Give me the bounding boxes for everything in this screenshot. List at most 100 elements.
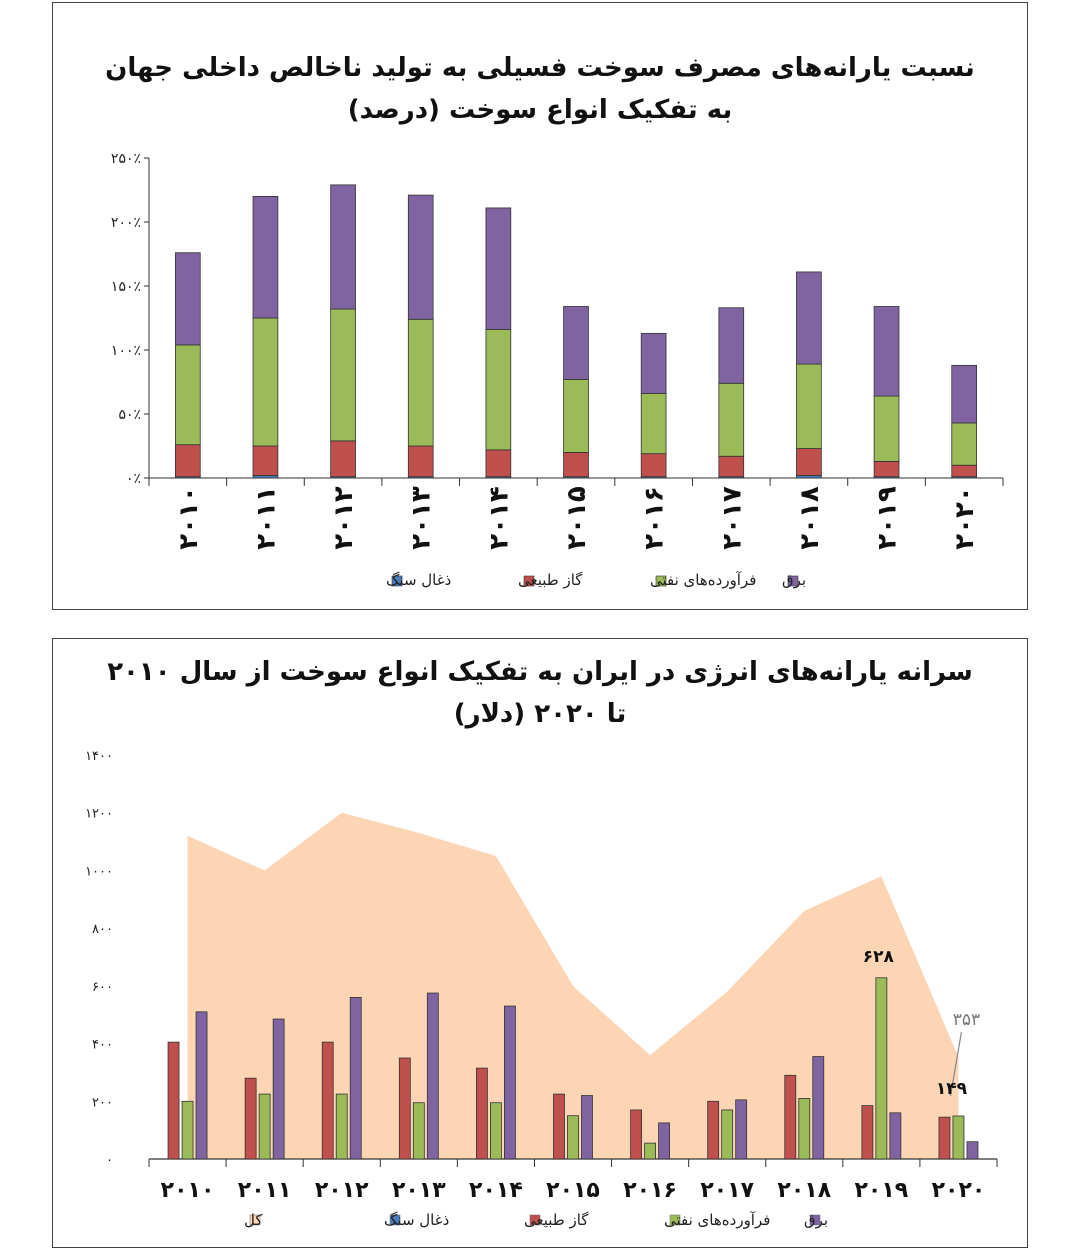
- legend-swatch: [389, 1214, 401, 1226]
- bar-segment: [796, 271, 822, 365]
- y-tick-label: ۱۵۰٪: [111, 279, 141, 295]
- bar: [721, 1109, 734, 1160]
- legend-swatch: [787, 575, 799, 587]
- bar-segment: [485, 207, 512, 330]
- bar-segment: [796, 448, 822, 476]
- bar: [784, 1074, 797, 1160]
- x-tick-label: ۲۰۲۰: [932, 1178, 986, 1203]
- x-tick-label: ۲۰۱۶: [640, 486, 670, 549]
- bar: [426, 992, 439, 1160]
- y-tick-label: ۵۰٪: [118, 407, 141, 423]
- chart-panel-2: سرانه یارانه‌های انرژی در ایران به تفکیک…: [52, 638, 1028, 1248]
- bar: [875, 977, 888, 1160]
- y-tick-label: ۱۲۰۰: [85, 807, 113, 822]
- x-tick-label: ۲۰۱۱: [238, 1178, 292, 1203]
- x-tick-label: ۲۰۱۲: [315, 1178, 369, 1203]
- bar-segment: [563, 451, 589, 478]
- data-label: ۳۵۳: [953, 1010, 980, 1030]
- y-tick-label: ۱۰۰٪: [111, 343, 141, 359]
- y-tick-label: ۲۰۰٪: [111, 215, 141, 231]
- bar-segment: [796, 363, 822, 449]
- bar-segment: [407, 445, 434, 478]
- bar: [398, 1057, 411, 1160]
- x-tick-label: ۲۰۱۸: [795, 486, 825, 550]
- x-tick-label: ۲۰۱۴: [469, 1178, 523, 1203]
- bar: [335, 1093, 348, 1160]
- x-tick-label: ۲۰۱۵: [546, 1178, 600, 1203]
- bar-segment: [640, 393, 667, 455]
- chart-panel-1: نسبت یارانه‌های مصرف سوخت فسیلی به تولید…: [52, 2, 1028, 610]
- leader-line: [949, 1032, 963, 1097]
- stacked-bar-chart: ۰٪ ۵۰٪ ۱۰۰٪ ۱۵۰٪ ۲۰۰٪ ۲۵۰٪ ۲۰۱۰ ۲۰۱۱ ۲۰۱۲ ۲۰۱۳ ۲۰۱…: [111, 151, 1004, 589]
- bar: [244, 1077, 257, 1160]
- legend-swatch: [249, 1214, 261, 1226]
- bar-segment: [330, 308, 356, 442]
- bar: [798, 1097, 811, 1160]
- bar: [567, 1115, 579, 1160]
- x-tick-label: ۲۰۲۰: [950, 486, 980, 549]
- data-label: ۶۲۸: [863, 947, 895, 967]
- bar: [167, 1041, 180, 1160]
- legend-swatch: [655, 575, 667, 587]
- x-tick-label: ۲۰۱۴: [484, 486, 514, 549]
- x-tick-label: ۲۰۱۵: [562, 486, 592, 550]
- bar: [952, 1115, 965, 1160]
- bar-segment: [951, 364, 978, 424]
- bar: [644, 1142, 656, 1160]
- y-tick-label: ۲۵۰٪: [111, 151, 141, 167]
- bar: [272, 1018, 285, 1160]
- bar: [581, 1095, 593, 1160]
- x-tick-label: ۲۰۱۱: [251, 486, 281, 549]
- legend-swatch: [523, 575, 535, 587]
- bar-segment: [252, 195, 279, 319]
- y-tick-label: ۸۰۰: [92, 922, 113, 937]
- grouped-bar-area-chart: ۰ ۲۰۰ ۴۰۰ ۶۰۰ ۸۰۰ ۱۰۰۰ ۱۲۰۰ ۱۴۰۰ ۲۰۱۰ ۲۰۱۱ ۲۰۱۲ ۲۰۱…: [85, 749, 998, 1229]
- bar: [735, 1099, 748, 1160]
- bar: [181, 1100, 194, 1160]
- legend-label: فرآورده‌های نفتی: [664, 1211, 770, 1229]
- bar-segment: [407, 318, 434, 447]
- legend-label: گاز طبیعی: [524, 1211, 589, 1229]
- bar-segment: [407, 194, 434, 320]
- bar-segment: [563, 379, 589, 453]
- bar-segment: [718, 382, 745, 457]
- x-tick-label: ۲۰۱۷: [717, 486, 747, 550]
- bar-segment: [640, 453, 667, 478]
- x-tick-label: ۲۰۱۳: [392, 1178, 446, 1203]
- bar: [195, 1011, 208, 1160]
- bar-segment: [873, 460, 900, 478]
- legend-swatch: [809, 1214, 821, 1226]
- bar-segment: [252, 317, 279, 447]
- x-tick-label: ۲۰۱۷: [700, 1178, 754, 1203]
- bar: [630, 1109, 642, 1160]
- bar-segment: [951, 464, 978, 478]
- bar: [658, 1122, 670, 1160]
- bar: [490, 1102, 502, 1160]
- bar: [258, 1093, 271, 1160]
- bar: [349, 996, 362, 1160]
- legend-label: برق: [782, 571, 806, 589]
- x-tick-label: ۲۰۱۸: [777, 1178, 831, 1203]
- bar: [321, 1041, 334, 1160]
- y-tick-label: ۰: [106, 1153, 113, 1168]
- x-tick-label: ۲۰۱۲: [329, 486, 359, 550]
- bar-segment: [330, 440, 356, 478]
- bar-segment: [174, 444, 201, 478]
- bar-segment: [718, 455, 745, 478]
- legend-label: برق: [804, 1211, 828, 1229]
- chart-title-1: نسبت یارانه‌های مصرف سوخت فسیلی به تولید…: [105, 53, 975, 125]
- legend-swatch: [391, 575, 403, 587]
- bar: [889, 1112, 902, 1160]
- bar-segment: [485, 329, 512, 451]
- x-tick-label: ۲۰۱۹: [873, 486, 903, 550]
- legend-swatch: [669, 1214, 681, 1226]
- total-area: [187, 812, 959, 1159]
- bar: [966, 1141, 979, 1160]
- bar-segment: [563, 306, 589, 380]
- bar-segment: [330, 184, 356, 310]
- y-tick-label: ۱۰۰۰: [85, 864, 113, 879]
- y-tick-label: ۲۰۰: [92, 1095, 113, 1110]
- data-label: ۱۴۹: [936, 1079, 968, 1099]
- bar: [504, 1005, 516, 1160]
- y-tick-label: ۴۰۰: [92, 1038, 113, 1053]
